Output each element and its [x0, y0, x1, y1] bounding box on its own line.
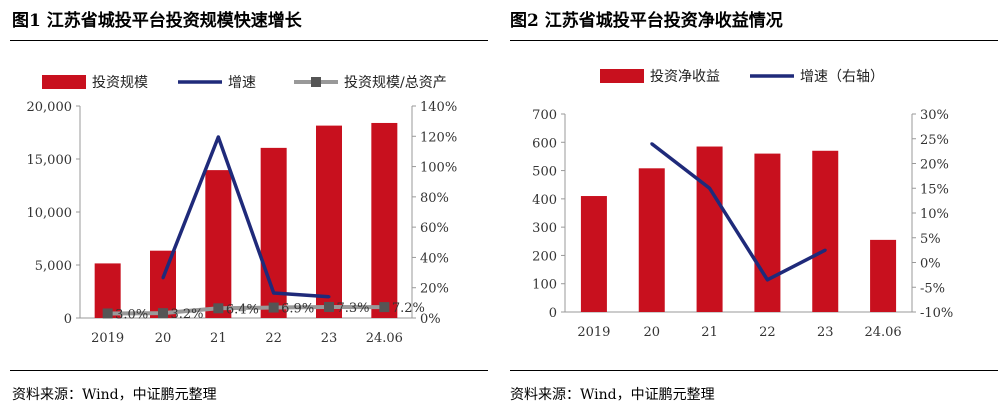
- right-legend-bar-swatch: [600, 69, 644, 83]
- right-source-note: 资料来源：Wind，中证鹏元整理: [510, 387, 715, 403]
- left-growth-point: [216, 135, 220, 139]
- right-x-tick-label: 23: [817, 325, 834, 340]
- left-legend-bar-swatch: [42, 75, 86, 89]
- right-chart-title: 图2 江苏省城投平台投资净收益情况: [510, 11, 783, 31]
- right-left-tick-label: 600: [532, 136, 557, 151]
- right-x-tick-label: 2019: [577, 325, 610, 340]
- left-right-tick-label: 0%: [420, 312, 441, 327]
- right-right-tick-label: 5%: [920, 232, 941, 247]
- right-x-tick-label: 24.06: [864, 325, 901, 340]
- right-left-tick-label: 100: [532, 278, 557, 293]
- right-right-tick-label: 25%: [920, 133, 949, 148]
- left-legend-ratio-marker: [311, 77, 321, 87]
- right-growth-point: [650, 142, 654, 146]
- right-growth-point: [823, 248, 827, 252]
- left-x-tick-label: 20: [155, 331, 172, 346]
- left-ratio-label: 7.2%: [392, 301, 425, 316]
- left-ratio-label: 6.9%: [281, 302, 314, 317]
- left-right-tick-label: 140%: [420, 100, 457, 115]
- right-legend-label: 增速（右轴）: [800, 69, 884, 85]
- left-right-tick-label: 120%: [420, 130, 457, 145]
- right-bar: [580, 196, 607, 312]
- left-ratio-line: [107, 304, 385, 316]
- left-bar: [150, 250, 176, 318]
- right-right-tick-label: -5%: [920, 281, 945, 296]
- left-bar: [316, 125, 342, 318]
- right-left-tick-label: 400: [532, 193, 557, 208]
- left-ratio-marker: [268, 302, 279, 313]
- left-growth-point: [327, 295, 331, 299]
- right-growth-point: [765, 278, 769, 282]
- right-bar: [870, 239, 897, 312]
- left-left-tick-label: 20,000: [27, 100, 73, 115]
- left-right-tick-label: 80%: [420, 191, 449, 206]
- right-bar: [812, 150, 839, 312]
- left-legend-label: 投资规模/总资产: [344, 75, 447, 91]
- left-ratio-label: 3.2%: [170, 307, 203, 322]
- left-legend-label: 增速: [228, 75, 256, 91]
- right-right-tick-label: 30%: [920, 108, 949, 123]
- left-bar: [205, 170, 232, 318]
- right-left-tick-label: 500: [532, 165, 557, 180]
- left-right-tick-label: 60%: [420, 221, 449, 236]
- left-ratio-label: 3.0%: [115, 307, 148, 322]
- left-ratio-marker: [379, 302, 390, 313]
- left-x-tick-label: 23: [321, 331, 338, 346]
- right-left-tick-label: 700: [532, 108, 557, 123]
- left-source-note: 资料来源：Wind，中证鹏元整理: [12, 387, 217, 403]
- right-x-tick-label: 21: [701, 325, 718, 340]
- left-right-tick-label: 20%: [420, 282, 449, 297]
- right-x-tick-label: 22: [759, 325, 776, 340]
- right-left-tick-label: 200: [532, 249, 557, 264]
- left-ratio-marker: [324, 301, 334, 312]
- left-ratio-label: 6.4%: [226, 302, 259, 317]
- right-right-tick-label: 10%: [920, 207, 949, 222]
- left-ratio-label: 7.3%: [336, 301, 369, 316]
- left-left-tick-label: 15,000: [27, 153, 73, 168]
- left-legend-label: 投资规模: [92, 75, 148, 91]
- right-bottom-rule: [510, 370, 998, 371]
- left-ratio-marker: [213, 303, 224, 314]
- right-growth-point: [708, 186, 712, 190]
- left-x-tick-label: 22: [265, 331, 282, 346]
- right-bar: [754, 153, 781, 312]
- left-bottom-rule: [10, 370, 488, 371]
- left-growth-point: [272, 291, 276, 295]
- right-right-tick-label: 20%: [920, 158, 949, 173]
- left-ratio-marker: [102, 308, 113, 319]
- left-x-tick-label: 21: [210, 331, 227, 346]
- left-bar: [371, 122, 398, 319]
- left-x-tick-label: 24.06: [366, 331, 403, 346]
- right-right-tick-label: 0%: [920, 257, 941, 272]
- left-growth-line: [161, 135, 330, 299]
- right-right-tick-label: -10%: [920, 306, 953, 321]
- left-right-tick-label: 100%: [420, 161, 457, 176]
- right-title-rule: [510, 40, 998, 41]
- right-growth-line: [650, 142, 827, 282]
- right-x-tick-label: 20: [643, 325, 660, 340]
- right-left-tick-label: 300: [532, 221, 557, 236]
- left-ratio-marker: [158, 308, 168, 319]
- right-right-tick-label: 15%: [920, 182, 949, 197]
- left-x-tick-label: 2019: [91, 331, 124, 346]
- right-legend-label: 投资净收益: [650, 69, 720, 85]
- left-chart: 0 5,000 10,000 15,000 20,000 0% 20% 40% 60% 80% 10…: [27, 75, 457, 346]
- left-chart-title: 图1 江苏省城投平台投资规模快速增长: [12, 11, 302, 31]
- left-growth-point: [161, 276, 165, 280]
- left-left-tick-label: 5,000: [35, 259, 72, 274]
- right-bar: [638, 168, 665, 312]
- left-left-tick-label: 10,000: [27, 206, 73, 221]
- left-left-tick-label: 0: [64, 312, 72, 327]
- right-bar: [696, 146, 723, 312]
- left-title-rule: [10, 40, 488, 41]
- right-left-tick-label: 0: [549, 306, 557, 321]
- left-right-tick-label: 40%: [420, 251, 449, 266]
